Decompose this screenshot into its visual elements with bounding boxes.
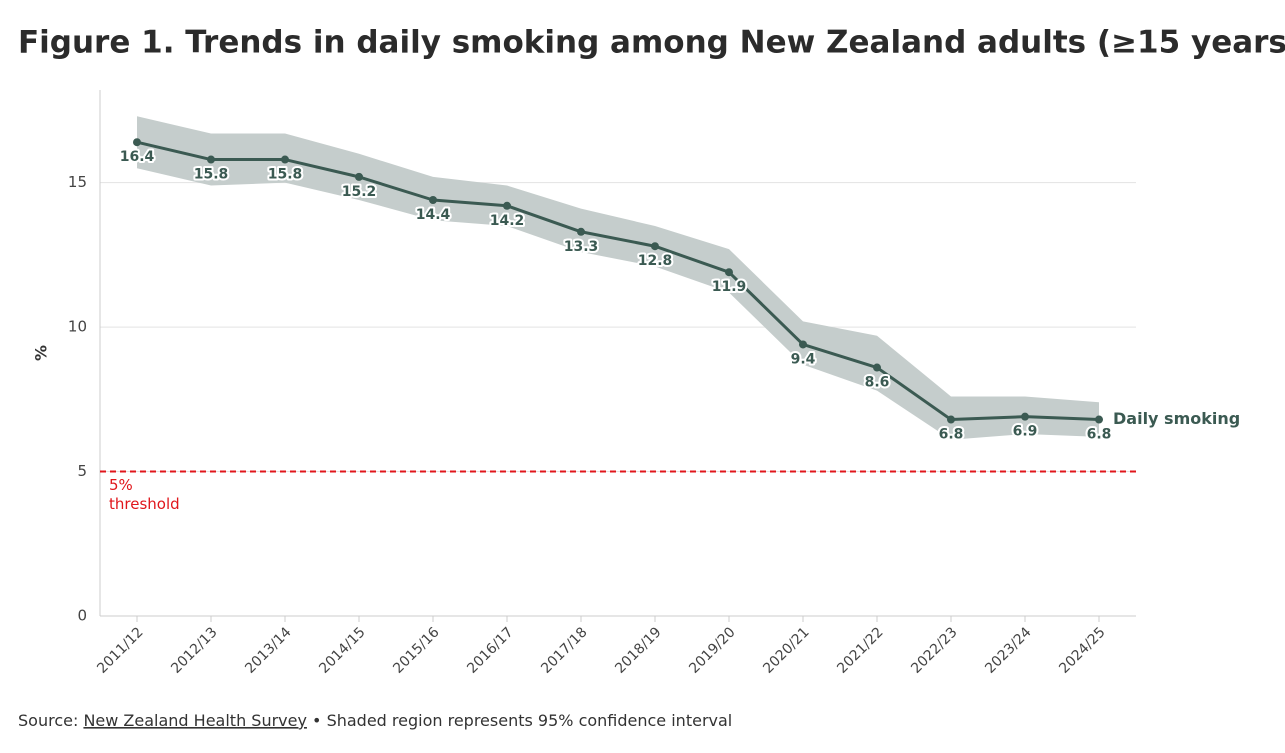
point	[947, 415, 955, 424]
point	[577, 227, 585, 236]
confidence-band	[137, 116, 1099, 440]
x-tick-label: 2022/23	[908, 624, 960, 676]
point	[873, 363, 881, 372]
x-tick-label: 2016/17	[464, 624, 516, 676]
plot-area: 0 5 10 15 2011/12 2012/13 2013/14 2014/15 2015/1…	[68, 90, 1240, 677]
point	[651, 242, 659, 251]
x-tick-label: 2017/18	[538, 624, 590, 676]
value-label: 6.8	[1087, 427, 1112, 443]
value-label: 14.2	[490, 213, 525, 229]
x-tick-label: 2023/24	[982, 624, 1035, 677]
value-label: 14.4	[416, 207, 451, 223]
value-label: 9.4	[791, 351, 816, 367]
point	[281, 155, 289, 164]
source-prefix: Source:	[18, 711, 78, 730]
threshold-label: threshold	[109, 495, 180, 513]
x-tick-label: 2014/15	[316, 624, 368, 676]
point	[725, 268, 733, 277]
value-label: 6.8	[939, 427, 964, 443]
x-tick-label: 2013/14	[242, 624, 295, 677]
y-axis-label: %	[32, 345, 51, 361]
point	[1095, 415, 1103, 424]
point	[1021, 412, 1029, 421]
point	[207, 155, 215, 164]
x-tick-label: 2018/19	[612, 624, 664, 676]
value-label: 6.9	[1013, 424, 1038, 440]
y-tick-label: 0	[77, 607, 87, 625]
series-line	[136, 140, 1100, 422]
threshold-label: 5%	[109, 476, 133, 494]
point	[355, 172, 363, 181]
value-label: 8.6	[865, 375, 890, 391]
x-tick-label: 2024/25	[1056, 624, 1108, 676]
x-tick-label: 2011/12	[94, 624, 146, 676]
value-label: 15.8	[194, 167, 229, 183]
y-tick-label: 5	[77, 462, 87, 480]
x-tick-label: 2021/22	[834, 624, 886, 676]
value-label: 12.8	[638, 253, 673, 269]
source: Source: New Zealand Health Survey • Shad…	[18, 711, 732, 730]
chart-title: Figure 1. Trends in daily smoking among …	[18, 25, 1285, 61]
x-tick-label: 2015/16	[390, 624, 443, 677]
value-label: 11.9	[712, 279, 747, 295]
value-label: 15.2	[342, 184, 377, 200]
series-label: Daily smoking	[1113, 409, 1240, 428]
value-label: 16.4	[120, 149, 155, 165]
value-label: 15.8	[268, 167, 303, 183]
point	[799, 340, 807, 349]
x-tick-label: 2020/21	[760, 624, 812, 676]
y-tick-label: 15	[68, 173, 87, 191]
x-tick-label: 2019/20	[686, 624, 738, 676]
y-tick-label: 10	[68, 318, 87, 336]
point	[429, 196, 437, 204]
source-note: • Shaded region represents 95% confidenc…	[312, 711, 732, 730]
source-link[interactable]: New Zealand Health Survey	[83, 711, 307, 730]
point	[133, 138, 141, 147]
value-label: 13.3	[564, 239, 599, 255]
point	[503, 201, 511, 210]
x-tick-label: 2012/13	[168, 624, 220, 676]
